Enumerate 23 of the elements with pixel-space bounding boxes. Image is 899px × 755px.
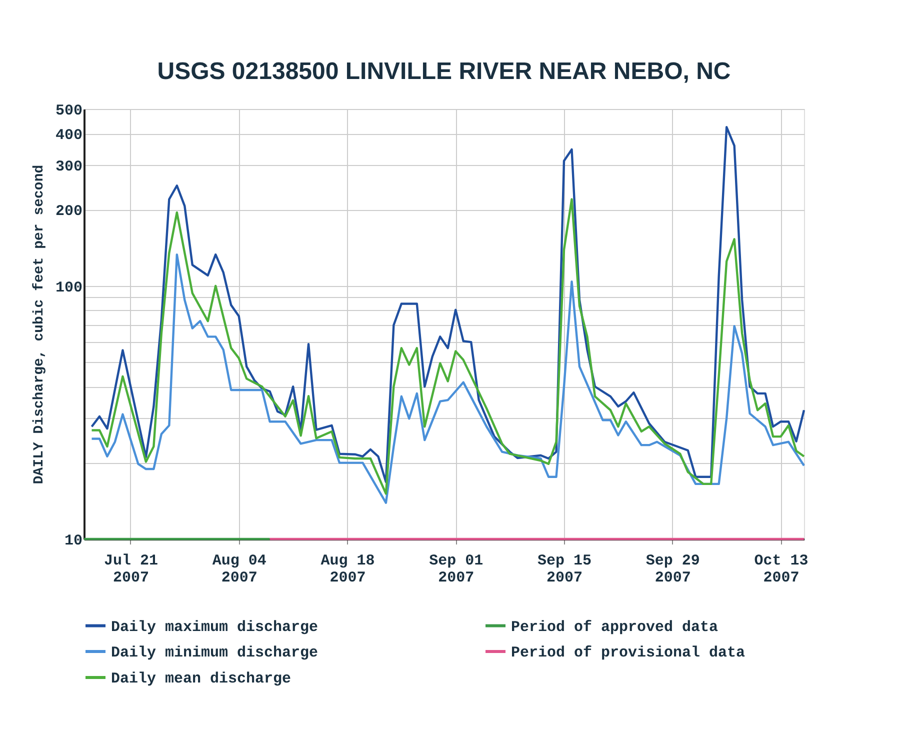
x-tick-label: Jul 21 2007 [104, 552, 158, 586]
x-tick-label: Aug 18 2007 [320, 552, 375, 586]
chart-title: USGS 02138500 LINVILLE RIVER NEAR NEBO, NC [157, 58, 731, 85]
legend-label: Daily minimum discharge [111, 644, 318, 662]
y-axis-title: DAILY Discharge, cubic feet per second [31, 164, 48, 484]
x-tick-label: Sep 29 2007 [646, 552, 700, 586]
x-tick-label: Sep 15 2007 [537, 552, 592, 586]
x-tick-label: Oct 13 2007 [754, 552, 808, 586]
y-tick-label: 200 [55, 203, 82, 220]
y-tick-label: 300 [55, 158, 82, 176]
line-series [90, 253, 806, 504]
y-tick-label: 400 [55, 127, 82, 144]
legend-label: Period of approved data [511, 618, 718, 636]
x-tick-label: Aug 04 2007 [212, 552, 266, 586]
y-tick-label: 100 [55, 279, 82, 296]
line-series [90, 126, 806, 484]
legend-label: Daily mean discharge [111, 670, 292, 688]
x-tick-label: Sep 01 2007 [429, 552, 484, 586]
y-tick-label: 10 [64, 532, 82, 550]
legend-label: Daily maximum discharge [111, 618, 318, 636]
legend-label: Period of provisional data [511, 644, 746, 662]
line-series [90, 198, 806, 495]
y-tick-label: 500 [55, 102, 82, 120]
